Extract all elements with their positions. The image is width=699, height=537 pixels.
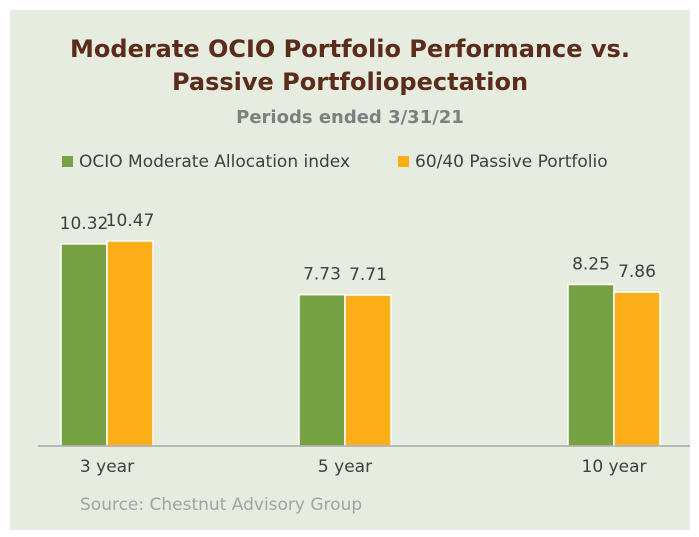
bar [60, 243, 108, 447]
data-label: 7.71 [349, 265, 387, 285]
data-label: 10.32 [60, 214, 109, 234]
bar [344, 294, 392, 447]
x-tick-label: 10 year [582, 457, 647, 477]
legend-label: OCIO Moderate Allocation index [79, 152, 350, 172]
legend-swatch [62, 156, 73, 167]
x-tick-label: 3 year [80, 457, 134, 477]
bar [613, 291, 661, 447]
x-tick-label: 5 year [318, 457, 372, 477]
data-label: 10.47 [106, 211, 155, 231]
legend-label: 60/40 Passive Portfolio [415, 152, 608, 172]
source-note: Source: Chestnut Advisory Group [80, 495, 362, 515]
data-label: 7.86 [618, 262, 656, 282]
bar [298, 293, 346, 447]
data-label: 7.73 [303, 265, 341, 285]
data-label: 8.25 [572, 254, 610, 274]
chart-title: Passive Portfoliopectation [172, 68, 528, 96]
chart-title: Moderate OCIO Portfolio Performance vs. [70, 35, 630, 63]
bar [567, 283, 615, 447]
chart-subtitle: Periods ended 3/31/21 [236, 107, 464, 128]
legend-swatch [398, 156, 409, 167]
bar [106, 240, 154, 447]
